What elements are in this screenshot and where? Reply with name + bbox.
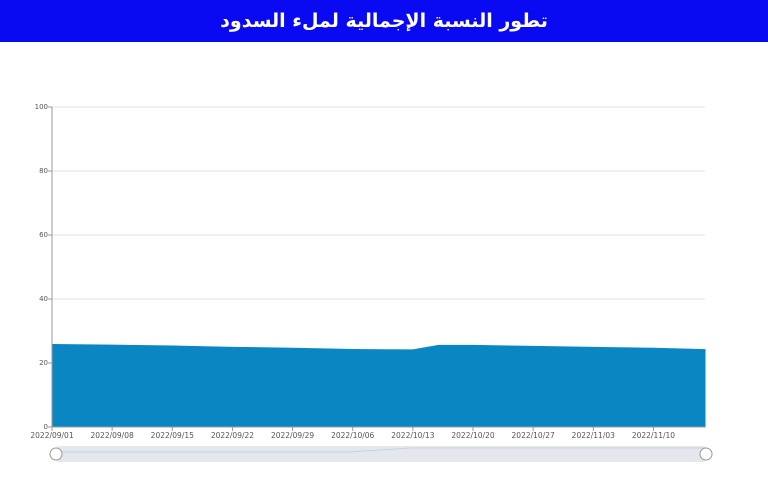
slider-preview [56,447,706,453]
y-tick-label: 100 [35,103,48,111]
slider-track [56,446,706,462]
y-tick-label: 20 [39,359,48,367]
x-tick-label: 2022/10/13 [391,431,434,440]
x-tick-label: 2022/10/06 [331,431,374,440]
area [51,343,706,428]
slider-handle-left[interactable] [49,447,63,461]
slider-handle-right[interactable] [699,447,713,461]
x-tick-label: 2022/11/10 [632,431,675,440]
y-tick-label: 60 [39,231,48,239]
y-tick-label: 0 [44,423,48,431]
x-tick-label: 2022/09/15 [151,431,194,440]
y-tick-label: 80 [39,167,48,175]
chart-title: تطور النسبة الإجمالية لملء السدود [0,0,768,42]
y-tick-label: 40 [39,295,48,303]
x-tick-label: 2022/09/29 [271,431,314,440]
x-tick-label: 2022/09/22 [211,431,254,440]
x-tick-label: 2022/09/01 [30,431,73,440]
x-tick-label: 2022/10/27 [512,431,555,440]
x-tick-label: 2022/11/03 [572,431,615,440]
range-slider[interactable] [49,446,713,462]
x-tick-label: 2022/10/20 [451,431,494,440]
x-tick-label: 2022/09/08 [91,431,134,440]
